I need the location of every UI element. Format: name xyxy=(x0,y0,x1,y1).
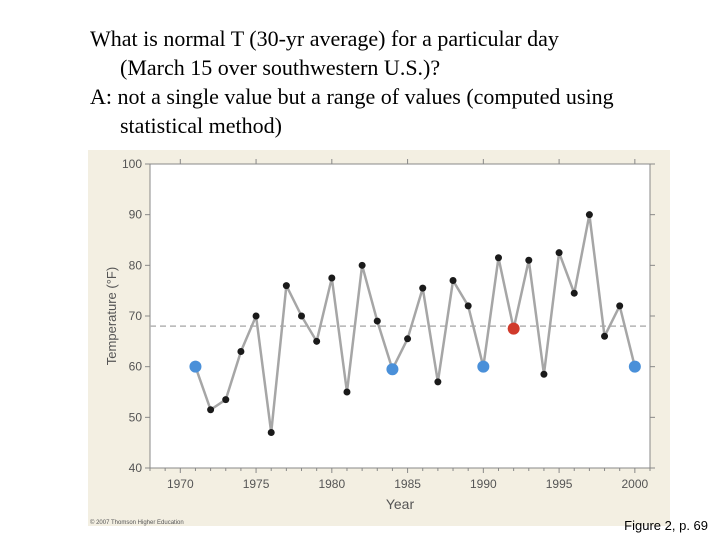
x-tick-label: 1980 xyxy=(318,477,345,491)
data-point xyxy=(358,261,366,269)
data-point xyxy=(328,274,336,282)
y-tick-label: 90 xyxy=(129,208,143,222)
y-tick-label: 80 xyxy=(129,258,143,272)
data-point xyxy=(570,289,578,297)
x-tick-label: 1985 xyxy=(394,477,421,491)
question-text: What is normal T (30-yr average) for a p… xyxy=(90,24,700,140)
data-point xyxy=(404,335,412,343)
x-tick-label: 1990 xyxy=(470,477,497,491)
data-point xyxy=(601,332,609,340)
y-tick-label: 60 xyxy=(129,360,143,374)
data-point xyxy=(464,302,472,310)
data-point xyxy=(267,429,275,437)
data-point xyxy=(282,282,290,290)
data-point-highlight-red xyxy=(507,322,520,335)
y-tick-label: 50 xyxy=(129,410,143,424)
x-axis-title: Year xyxy=(386,496,415,512)
data-point xyxy=(449,277,457,285)
data-point xyxy=(555,249,563,257)
question-line-2: (March 15 over southwestern U.S.)? xyxy=(120,55,441,80)
data-point xyxy=(207,406,215,414)
data-point xyxy=(252,312,260,320)
y-axis-title: Temperature (°F) xyxy=(104,267,119,365)
x-tick-label: 1970 xyxy=(167,477,194,491)
y-tick-label: 40 xyxy=(129,461,143,475)
x-tick-label: 1995 xyxy=(546,477,573,491)
data-point xyxy=(494,254,502,262)
x-tick-label: 1975 xyxy=(243,477,270,491)
data-point xyxy=(222,396,230,404)
answer-line-1: A: not a single value but a range of val… xyxy=(90,84,614,109)
data-point xyxy=(298,312,306,320)
figure-panel: 40 50 60 70 80 90 100 1970 1975 1980 1985 1990 1995 2… xyxy=(88,150,670,526)
plot-area xyxy=(149,163,651,469)
data-point-highlight-blue xyxy=(189,360,202,373)
x-tick-label: 2000 xyxy=(621,477,648,491)
answer-line-2: statistical method) xyxy=(120,113,282,138)
copyright-notice: © 2007 Thomson Higher Education xyxy=(90,520,184,526)
data-point-highlight-blue xyxy=(628,360,641,373)
figure-caption: Figure 2, p. 69 xyxy=(624,518,708,533)
question-line-1: What is normal T (30-yr average) for a p… xyxy=(90,26,559,51)
temperature-chart: 40 50 60 70 80 90 100 1970 1975 1980 1985 1990 1995 2… xyxy=(104,157,655,512)
data-point xyxy=(616,302,624,310)
data-point xyxy=(343,388,351,396)
data-point xyxy=(313,337,321,345)
data-point xyxy=(373,317,381,325)
temperature-series-line xyxy=(194,213,637,434)
data-point xyxy=(434,378,442,386)
data-point xyxy=(237,347,245,355)
y-tick-label: 100 xyxy=(122,157,142,171)
data-point-highlight-blue xyxy=(477,360,490,373)
data-point xyxy=(585,211,593,219)
data-point xyxy=(419,284,427,292)
data-point-highlight-blue xyxy=(386,363,399,376)
data-point xyxy=(525,256,533,264)
data-point xyxy=(540,370,548,378)
y-tick-label: 70 xyxy=(129,309,143,323)
